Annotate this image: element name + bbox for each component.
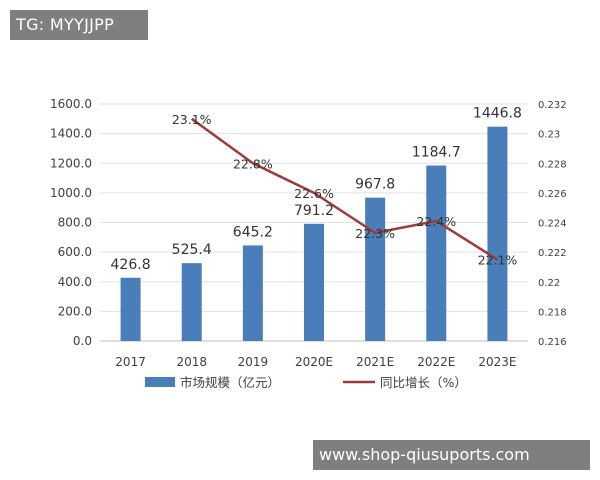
- bar-data-label: 967.8: [355, 177, 395, 193]
- y-tick-label: 1600.0: [50, 97, 92, 111]
- bar: [181, 263, 202, 341]
- y-tick-label: 0.0: [73, 334, 92, 348]
- line-series: 23.1% 22.8% 22.6% 22.3% 22.4% 22.1%: [172, 112, 518, 268]
- line-data-label: 23.1%: [172, 112, 212, 127]
- x-tick-label: 2018: [176, 355, 207, 369]
- bar-series: 426.8 525.4 645.2 791.2 967.8 1184.7 1446.8: [111, 106, 522, 341]
- y-tick-label: 800.0: [58, 216, 92, 230]
- bar-data-label: 1184.7: [412, 145, 461, 161]
- y2-tick-label: 0.216: [538, 337, 567, 348]
- legend-bar-swatch: [145, 377, 175, 387]
- y-tick-label: 1200.0: [50, 156, 92, 170]
- y2-tick-label: 0.222: [538, 248, 567, 259]
- bar: [365, 197, 386, 341]
- watermark-top: TG: MYYJJPP: [10, 10, 148, 40]
- legend: 市场规模（亿元） 同比增长（%）: [145, 375, 467, 390]
- y-tick-label: 400.0: [58, 275, 92, 289]
- y-tick-label: 600.0: [58, 245, 92, 259]
- y-axis-left: 0.0 200.0 400.0 600.0 800.0 1000.0 1200.0 1400.…: [50, 97, 92, 348]
- x-tick-label: 2019: [238, 355, 269, 369]
- bar-data-label: 426.8: [111, 257, 151, 273]
- line-data-label: 22.3%: [355, 226, 395, 241]
- line-data-label: 22.4%: [416, 214, 456, 229]
- y-axis-right: 0.216 0.218 0.22 0.222 0.224 0.226 0.228 0.23 0.…: [538, 100, 567, 348]
- x-tick-label: 2017: [115, 355, 146, 369]
- y2-tick-label: 0.22: [538, 278, 560, 289]
- x-tick-label: 2020E: [295, 355, 333, 369]
- x-tick-label: 2023E: [478, 355, 516, 369]
- legend-bar-label: 市场规模（亿元）: [180, 375, 280, 390]
- y2-tick-label: 0.226: [538, 189, 567, 200]
- y2-tick-label: 0.224: [538, 219, 567, 230]
- y-tick-label: 1400.0: [50, 127, 92, 141]
- bar: [242, 245, 263, 341]
- y2-tick-label: 0.228: [538, 159, 567, 170]
- bar-data-label: 791.2: [294, 203, 334, 219]
- y2-tick-label: 0.23: [538, 130, 560, 141]
- bar: [304, 223, 324, 341]
- growth-line: [190, 117, 499, 261]
- x-axis: 2017 2018 2019 2020E 2021E 2022E 2023E: [115, 355, 516, 369]
- x-tick-label: 2022E: [417, 355, 455, 369]
- y2-tick-label: 0.218: [538, 307, 567, 318]
- bar: [487, 126, 508, 341]
- bar-data-label: 645.2: [233, 224, 273, 240]
- x-tick-label: 2021E: [356, 355, 394, 369]
- legend-line-label: 同比增长（%）: [380, 375, 467, 390]
- bar-data-label: 1446.8: [473, 106, 522, 122]
- line-data-label: 22.8%: [233, 156, 273, 171]
- line-data-label: 22.1%: [478, 253, 518, 268]
- bar: [426, 165, 447, 341]
- bar-data-label: 525.4: [172, 242, 212, 258]
- y2-tick-label: 0.232: [538, 100, 567, 111]
- y-tick-label: 1000.0: [50, 186, 92, 200]
- bar: [120, 277, 141, 341]
- line-data-label: 22.6%: [294, 186, 334, 201]
- watermark-bottom: www.shop-qiusuports.com: [313, 440, 590, 470]
- y-tick-label: 200.0: [58, 304, 92, 318]
